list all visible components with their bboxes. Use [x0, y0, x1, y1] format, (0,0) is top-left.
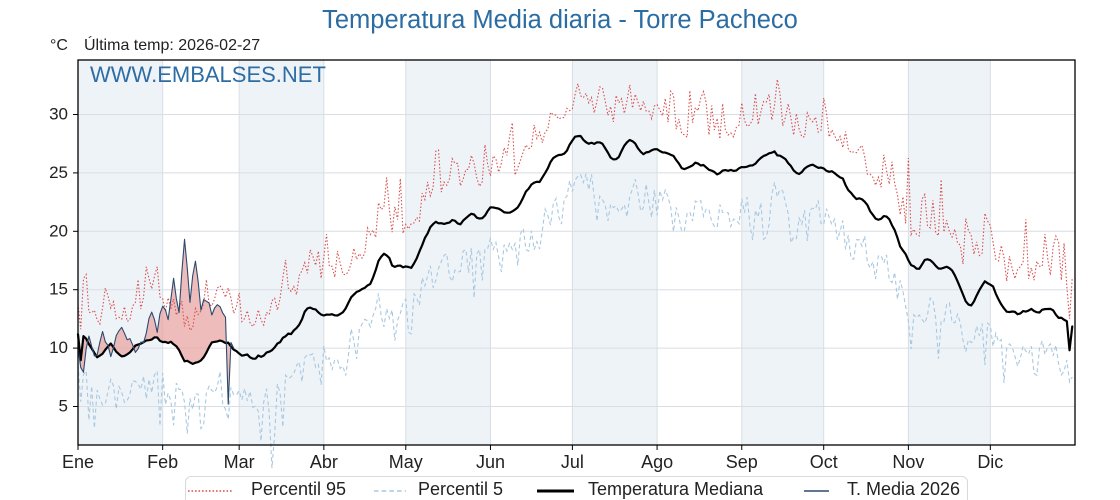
svg-text:Mar: Mar [224, 452, 255, 472]
svg-text:May: May [389, 452, 423, 472]
svg-text:Ene: Ene [62, 452, 94, 472]
svg-text:25: 25 [49, 163, 68, 182]
svg-text:10: 10 [49, 338, 68, 357]
svg-text:15: 15 [49, 280, 68, 299]
svg-text:Jul: Jul [561, 452, 584, 472]
svg-text:Jun: Jun [476, 452, 505, 472]
svg-text:Ago: Ago [641, 452, 673, 472]
svg-text:Sep: Sep [726, 452, 758, 472]
svg-text:Oct: Oct [810, 452, 838, 472]
svg-text:Nov: Nov [892, 452, 924, 472]
svg-text:Abr: Abr [310, 452, 338, 472]
svg-text:30: 30 [49, 105, 68, 124]
svg-text:Feb: Feb [147, 452, 178, 472]
svg-text:20: 20 [49, 221, 68, 240]
svg-text:Dic: Dic [977, 452, 1003, 472]
svg-text:5: 5 [59, 397, 68, 416]
